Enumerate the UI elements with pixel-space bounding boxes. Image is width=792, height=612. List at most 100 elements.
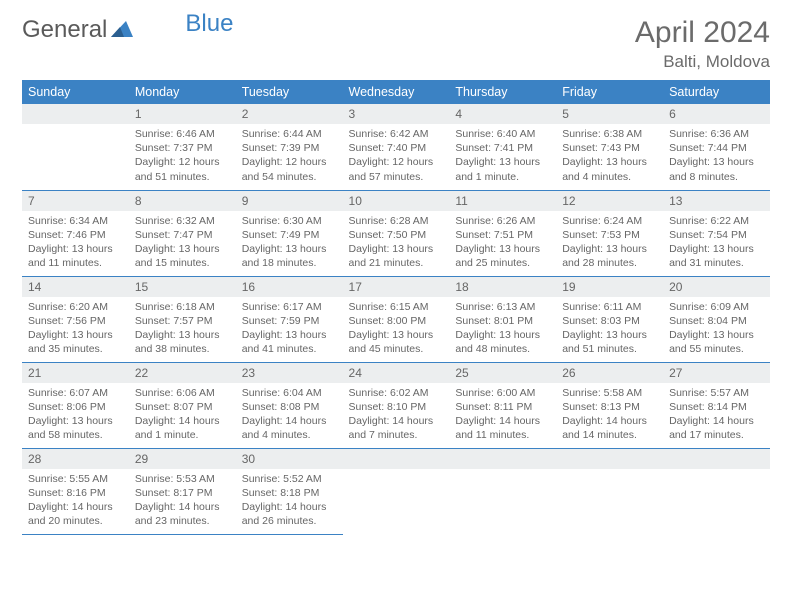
day-number: 23 bbox=[236, 363, 343, 383]
weekday-header: Wednesday bbox=[343, 80, 450, 104]
day-number bbox=[556, 449, 663, 469]
weekday-header: Saturday bbox=[663, 80, 770, 104]
day-number: 9 bbox=[236, 191, 343, 211]
day-content: Sunrise: 6:13 AMSunset: 8:01 PMDaylight:… bbox=[449, 297, 556, 362]
brand-part1: General bbox=[22, 16, 107, 44]
day-content: Sunrise: 5:52 AMSunset: 8:18 PMDaylight:… bbox=[236, 469, 343, 534]
day-number: 20 bbox=[663, 277, 770, 297]
day-content: Sunrise: 6:06 AMSunset: 8:07 PMDaylight:… bbox=[129, 383, 236, 448]
day-number: 4 bbox=[449, 104, 556, 124]
day-number: 30 bbox=[236, 449, 343, 469]
day-content: Sunrise: 6:18 AMSunset: 7:57 PMDaylight:… bbox=[129, 297, 236, 362]
day-content: Sunrise: 6:00 AMSunset: 8:11 PMDaylight:… bbox=[449, 383, 556, 448]
day-number: 10 bbox=[343, 191, 450, 211]
calendar-row: 21Sunrise: 6:07 AMSunset: 8:06 PMDayligh… bbox=[22, 362, 770, 448]
brand-part2: Blue bbox=[185, 10, 233, 38]
day-number: 16 bbox=[236, 277, 343, 297]
calendar-cell bbox=[343, 448, 450, 534]
day-content: Sunrise: 6:38 AMSunset: 7:43 PMDaylight:… bbox=[556, 124, 663, 189]
calendar-cell: 9Sunrise: 6:30 AMSunset: 7:49 PMDaylight… bbox=[236, 190, 343, 276]
day-number: 7 bbox=[22, 191, 129, 211]
day-number: 21 bbox=[22, 363, 129, 383]
day-number: 26 bbox=[556, 363, 663, 383]
day-number: 8 bbox=[129, 191, 236, 211]
day-number: 29 bbox=[129, 449, 236, 469]
day-content: Sunrise: 6:40 AMSunset: 7:41 PMDaylight:… bbox=[449, 124, 556, 189]
day-content: Sunrise: 6:02 AMSunset: 8:10 PMDaylight:… bbox=[343, 383, 450, 448]
calendar-row: 28Sunrise: 5:55 AMSunset: 8:16 PMDayligh… bbox=[22, 448, 770, 534]
calendar-cell: 22Sunrise: 6:06 AMSunset: 8:07 PMDayligh… bbox=[129, 362, 236, 448]
calendar-cell: 23Sunrise: 6:04 AMSunset: 8:08 PMDayligh… bbox=[236, 362, 343, 448]
day-number: 6 bbox=[663, 104, 770, 124]
day-content: Sunrise: 6:42 AMSunset: 7:40 PMDaylight:… bbox=[343, 124, 450, 189]
day-number bbox=[449, 449, 556, 469]
day-content: Sunrise: 5:53 AMSunset: 8:17 PMDaylight:… bbox=[129, 469, 236, 534]
day-number: 18 bbox=[449, 277, 556, 297]
calendar-cell: 19Sunrise: 6:11 AMSunset: 8:03 PMDayligh… bbox=[556, 276, 663, 362]
day-number bbox=[663, 449, 770, 469]
day-number bbox=[343, 449, 450, 469]
day-number: 11 bbox=[449, 191, 556, 211]
day-number: 17 bbox=[343, 277, 450, 297]
calendar-cell: 16Sunrise: 6:17 AMSunset: 7:59 PMDayligh… bbox=[236, 276, 343, 362]
day-number: 2 bbox=[236, 104, 343, 124]
day-number bbox=[22, 104, 129, 124]
day-number: 3 bbox=[343, 104, 450, 124]
day-number: 28 bbox=[22, 449, 129, 469]
calendar-cell: 28Sunrise: 5:55 AMSunset: 8:16 PMDayligh… bbox=[22, 448, 129, 534]
day-number: 27 bbox=[663, 363, 770, 383]
calendar-cell: 18Sunrise: 6:13 AMSunset: 8:01 PMDayligh… bbox=[449, 276, 556, 362]
calendar-cell: 4Sunrise: 6:40 AMSunset: 7:41 PMDaylight… bbox=[449, 104, 556, 190]
calendar-cell: 24Sunrise: 6:02 AMSunset: 8:10 PMDayligh… bbox=[343, 362, 450, 448]
day-content: Sunrise: 5:57 AMSunset: 8:14 PMDaylight:… bbox=[663, 383, 770, 448]
weekday-header: Friday bbox=[556, 80, 663, 104]
calendar-cell: 12Sunrise: 6:24 AMSunset: 7:53 PMDayligh… bbox=[556, 190, 663, 276]
day-number: 1 bbox=[129, 104, 236, 124]
calendar-cell bbox=[449, 448, 556, 534]
location: Balti, Moldova bbox=[635, 52, 770, 72]
calendar-row: 7Sunrise: 6:34 AMSunset: 7:46 PMDaylight… bbox=[22, 190, 770, 276]
calendar-cell: 3Sunrise: 6:42 AMSunset: 7:40 PMDaylight… bbox=[343, 104, 450, 190]
day-content: Sunrise: 5:55 AMSunset: 8:16 PMDaylight:… bbox=[22, 469, 129, 534]
day-content: Sunrise: 6:44 AMSunset: 7:39 PMDaylight:… bbox=[236, 124, 343, 189]
calendar-cell: 21Sunrise: 6:07 AMSunset: 8:06 PMDayligh… bbox=[22, 362, 129, 448]
day-number: 25 bbox=[449, 363, 556, 383]
day-number: 5 bbox=[556, 104, 663, 124]
brand-logo: General Blue bbox=[22, 16, 233, 44]
day-number: 15 bbox=[129, 277, 236, 297]
day-number: 24 bbox=[343, 363, 450, 383]
weekday-header: Monday bbox=[129, 80, 236, 104]
calendar-cell bbox=[663, 448, 770, 534]
month-title: April 2024 bbox=[635, 16, 770, 50]
day-content: Sunrise: 6:24 AMSunset: 7:53 PMDaylight:… bbox=[556, 211, 663, 276]
calendar-cell: 14Sunrise: 6:20 AMSunset: 7:56 PMDayligh… bbox=[22, 276, 129, 362]
calendar-cell bbox=[22, 104, 129, 190]
calendar-cell: 10Sunrise: 6:28 AMSunset: 7:50 PMDayligh… bbox=[343, 190, 450, 276]
calendar-cell: 2Sunrise: 6:44 AMSunset: 7:39 PMDaylight… bbox=[236, 104, 343, 190]
day-content: Sunrise: 6:09 AMSunset: 8:04 PMDaylight:… bbox=[663, 297, 770, 362]
calendar-row: 1Sunrise: 6:46 AMSunset: 7:37 PMDaylight… bbox=[22, 104, 770, 190]
calendar-cell: 17Sunrise: 6:15 AMSunset: 8:00 PMDayligh… bbox=[343, 276, 450, 362]
day-content: Sunrise: 6:30 AMSunset: 7:49 PMDaylight:… bbox=[236, 211, 343, 276]
day-content: Sunrise: 6:34 AMSunset: 7:46 PMDaylight:… bbox=[22, 211, 129, 276]
calendar-cell: 15Sunrise: 6:18 AMSunset: 7:57 PMDayligh… bbox=[129, 276, 236, 362]
day-number: 13 bbox=[663, 191, 770, 211]
brand-triangle-icon bbox=[111, 19, 133, 42]
weekday-header: Sunday bbox=[22, 80, 129, 104]
calendar-cell: 6Sunrise: 6:36 AMSunset: 7:44 PMDaylight… bbox=[663, 104, 770, 190]
day-content: Sunrise: 5:58 AMSunset: 8:13 PMDaylight:… bbox=[556, 383, 663, 448]
weekday-header: Thursday bbox=[449, 80, 556, 104]
calendar-cell: 20Sunrise: 6:09 AMSunset: 8:04 PMDayligh… bbox=[663, 276, 770, 362]
day-number: 19 bbox=[556, 277, 663, 297]
calendar-cell: 26Sunrise: 5:58 AMSunset: 8:13 PMDayligh… bbox=[556, 362, 663, 448]
day-content: Sunrise: 6:32 AMSunset: 7:47 PMDaylight:… bbox=[129, 211, 236, 276]
calendar-cell: 5Sunrise: 6:38 AMSunset: 7:43 PMDaylight… bbox=[556, 104, 663, 190]
calendar-row: 14Sunrise: 6:20 AMSunset: 7:56 PMDayligh… bbox=[22, 276, 770, 362]
calendar-cell: 29Sunrise: 5:53 AMSunset: 8:17 PMDayligh… bbox=[129, 448, 236, 534]
day-content: Sunrise: 6:46 AMSunset: 7:37 PMDaylight:… bbox=[129, 124, 236, 189]
day-content: Sunrise: 6:28 AMSunset: 7:50 PMDaylight:… bbox=[343, 211, 450, 276]
day-content: Sunrise: 6:20 AMSunset: 7:56 PMDaylight:… bbox=[22, 297, 129, 362]
calendar-cell: 8Sunrise: 6:32 AMSunset: 7:47 PMDaylight… bbox=[129, 190, 236, 276]
calendar-cell: 13Sunrise: 6:22 AMSunset: 7:54 PMDayligh… bbox=[663, 190, 770, 276]
day-content: Sunrise: 6:22 AMSunset: 7:54 PMDaylight:… bbox=[663, 211, 770, 276]
